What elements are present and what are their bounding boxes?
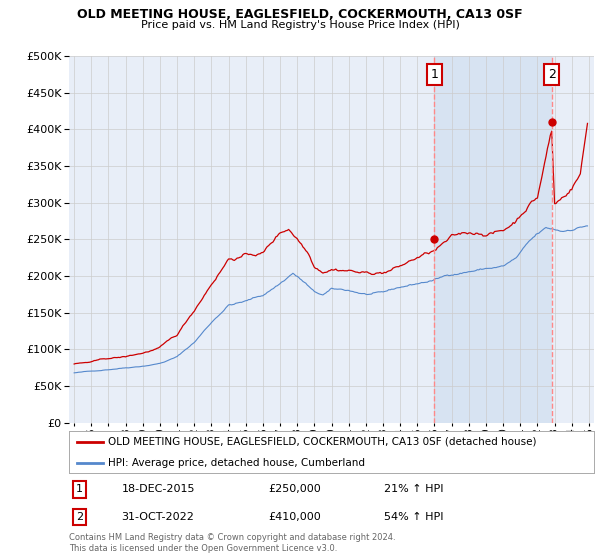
Text: 18-DEC-2015: 18-DEC-2015 — [121, 484, 195, 494]
Text: HPI: Average price, detached house, Cumberland: HPI: Average price, detached house, Cumb… — [109, 458, 365, 468]
Text: OLD MEETING HOUSE, EAGLESFIELD, COCKERMOUTH, CA13 0SF (detached house): OLD MEETING HOUSE, EAGLESFIELD, COCKERMO… — [109, 437, 537, 447]
Text: £250,000: £250,000 — [269, 484, 321, 494]
Text: Price paid vs. HM Land Registry's House Price Index (HPI): Price paid vs. HM Land Registry's House … — [140, 20, 460, 30]
Text: 54% ↑ HPI: 54% ↑ HPI — [384, 512, 443, 522]
Text: 1: 1 — [76, 484, 83, 494]
Text: 31-OCT-2022: 31-OCT-2022 — [121, 512, 194, 522]
Text: £410,000: £410,000 — [269, 512, 321, 522]
Text: 2: 2 — [548, 68, 556, 81]
Text: 2: 2 — [76, 512, 83, 522]
Bar — [434, 56, 551, 423]
Text: Contains HM Land Registry data © Crown copyright and database right 2024.
This d: Contains HM Land Registry data © Crown c… — [69, 533, 395, 553]
Text: OLD MEETING HOUSE, EAGLESFIELD, COCKERMOUTH, CA13 0SF: OLD MEETING HOUSE, EAGLESFIELD, COCKERMO… — [77, 8, 523, 21]
Text: 1: 1 — [431, 68, 439, 81]
Text: 21% ↑ HPI: 21% ↑ HPI — [384, 484, 443, 494]
